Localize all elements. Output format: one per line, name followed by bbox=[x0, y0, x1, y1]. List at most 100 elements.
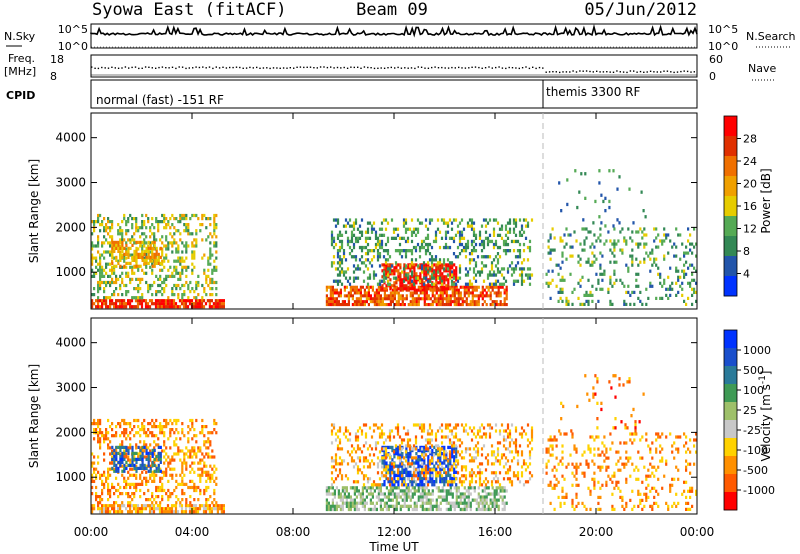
range-gate-cell bbox=[436, 459, 440, 463]
freq-point bbox=[107, 67, 110, 69]
range-gate-cell bbox=[115, 469, 118, 473]
range-gate-cell bbox=[376, 456, 380, 460]
range-gate-cell bbox=[604, 209, 607, 213]
range-gate-cell bbox=[440, 236, 444, 240]
range-gate-cell bbox=[640, 190, 643, 194]
range-gate-cell bbox=[423, 458, 426, 462]
range-gate-cell bbox=[209, 277, 212, 281]
range-gate-cell bbox=[137, 418, 140, 423]
range-gate-cell bbox=[173, 293, 176, 297]
freq-point bbox=[451, 66, 453, 69]
range-gate-cell bbox=[165, 425, 168, 429]
range-gate-cell bbox=[385, 470, 388, 474]
range-gate-cell bbox=[619, 248, 622, 252]
range-gate-cell bbox=[325, 489, 328, 493]
range-gate-cell bbox=[425, 492, 428, 496]
range-gate-cell bbox=[623, 299, 626, 303]
range-gate-cell bbox=[349, 501, 352, 505]
range-gate-cell bbox=[143, 252, 146, 256]
range-gate-cell bbox=[448, 450, 452, 454]
range-gate-cell bbox=[123, 283, 126, 288]
range-gate-cell bbox=[378, 477, 382, 481]
range-gate-cell bbox=[526, 258, 530, 262]
range-gate-cell bbox=[411, 284, 414, 288]
range-gate-cell bbox=[121, 240, 124, 244]
range-gate-cell bbox=[155, 469, 158, 473]
range-gate-cell bbox=[394, 261, 398, 265]
range-gate-cell bbox=[396, 233, 400, 237]
range-gate-cell bbox=[143, 261, 146, 265]
range-gate-cell bbox=[166, 305, 170, 309]
range-gate-cell bbox=[396, 477, 400, 481]
range-gate-cell bbox=[121, 464, 124, 468]
range-gate-cell bbox=[195, 213, 198, 218]
range-gate-cell bbox=[138, 299, 142, 303]
range-gate-cell bbox=[496, 279, 500, 283]
range-gate-cell bbox=[689, 284, 692, 288]
freq-label-line1: Freq. bbox=[8, 52, 35, 65]
range-gate-cell bbox=[119, 305, 122, 309]
range-gate-cell bbox=[150, 507, 154, 511]
range-gate-cell bbox=[427, 501, 430, 505]
range-gate-cell bbox=[127, 504, 130, 508]
range-gate-cell bbox=[337, 492, 340, 496]
range-gate-cell bbox=[152, 510, 156, 514]
range-gate-cell bbox=[181, 482, 184, 486]
range-gate-cell bbox=[373, 489, 376, 493]
range-gate-cell bbox=[213, 241, 216, 245]
freq-point bbox=[313, 67, 315, 69]
range-gate-cell bbox=[481, 288, 484, 292]
range-gate-cell bbox=[683, 269, 686, 273]
range-gate-cell bbox=[407, 303, 410, 307]
range-gate-cell bbox=[137, 290, 140, 294]
range-gate-cell bbox=[421, 504, 424, 508]
range-gate-cell bbox=[97, 241, 100, 245]
range-gate-cell bbox=[205, 293, 208, 297]
range-gate-cell bbox=[111, 261, 114, 265]
range-gate-cell bbox=[387, 294, 390, 298]
range-gate-cell bbox=[457, 303, 460, 307]
range-gate-cell bbox=[364, 252, 368, 256]
range-gate-cell bbox=[184, 302, 188, 306]
range-gate-cell bbox=[119, 232, 122, 236]
range-gate-cell bbox=[179, 482, 182, 486]
range-gate-cell bbox=[505, 297, 508, 301]
range-gate-cell bbox=[460, 249, 464, 253]
range-gate-cell bbox=[441, 291, 444, 295]
range-gate-cell bbox=[155, 258, 158, 262]
range-gate-cell bbox=[433, 483, 436, 487]
range-gate-cell bbox=[448, 261, 452, 265]
range-gate-cell bbox=[366, 242, 370, 247]
range-gate-cell bbox=[343, 489, 346, 493]
range-gate-cell bbox=[141, 454, 144, 458]
range-gate-cell bbox=[145, 241, 148, 245]
range-gate-cell bbox=[121, 418, 124, 423]
range-gate-cell bbox=[175, 259, 178, 263]
freq-point bbox=[599, 71, 601, 73]
range-gate-cell bbox=[395, 266, 398, 270]
range-gate-cell bbox=[413, 507, 416, 512]
range-gate-cell bbox=[448, 438, 452, 442]
freq-point bbox=[299, 66, 302, 68]
range-gate-cell bbox=[681, 281, 684, 285]
range-gate-cell bbox=[432, 239, 436, 244]
range-gate-cell bbox=[206, 299, 209, 303]
range-gate-cell bbox=[387, 297, 390, 301]
range-gate-cell bbox=[481, 495, 484, 499]
range-gate-cell bbox=[442, 435, 446, 439]
range-gate-cell bbox=[409, 291, 412, 295]
range-gate-cell bbox=[512, 270, 516, 274]
range-gate-cell bbox=[330, 465, 334, 469]
range-gate-cell bbox=[144, 299, 148, 303]
range-gate-cell bbox=[176, 510, 180, 514]
range-gate-cell bbox=[467, 495, 470, 499]
range-gate-cell bbox=[438, 447, 442, 451]
range-gate-cell bbox=[452, 435, 456, 439]
range-gate-cell bbox=[135, 451, 138, 455]
range-gate-cell bbox=[464, 273, 468, 277]
range-gate-cell bbox=[101, 223, 104, 227]
range-gate-cell bbox=[139, 454, 142, 458]
range-gate-cell bbox=[431, 303, 434, 307]
range-gate-cell bbox=[442, 258, 446, 262]
freq-point bbox=[606, 71, 608, 73]
